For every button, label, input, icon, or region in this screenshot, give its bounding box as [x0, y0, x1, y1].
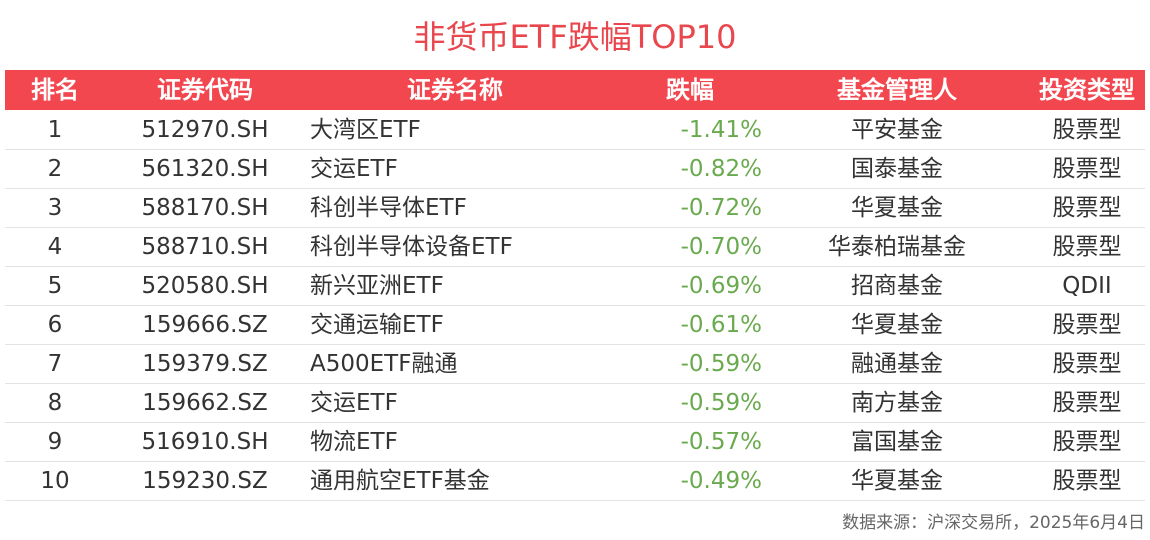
table-cell: 融通基金: [851, 351, 943, 377]
row-divider: [5, 422, 1145, 423]
table-cell: 物流ETF: [310, 429, 398, 455]
table-cell: -0.59%: [680, 351, 762, 377]
table-cell: -0.70%: [680, 234, 762, 260]
table-cell: -0.57%: [680, 429, 762, 455]
table-cell: 科创半导体设备ETF: [310, 234, 513, 260]
column-header: 排名: [31, 76, 79, 104]
table-cell: 9: [47, 429, 63, 455]
table-cell: -0.59%: [680, 390, 762, 416]
column-header: 证券代码: [157, 76, 253, 104]
table-cell: 新兴亚洲ETF: [310, 273, 444, 299]
row-divider: [5, 266, 1145, 267]
table-cell: 南方基金: [851, 390, 943, 416]
table-cell: 华泰柏瑞基金: [828, 234, 966, 260]
table-cell: -0.49%: [680, 468, 762, 494]
table-cell: 512970.SH: [141, 117, 269, 143]
table-cell: 588710.SH: [141, 234, 269, 260]
column-header: 基金管理人: [837, 76, 957, 104]
source-note: 数据来源：沪深交易所，2025年6月4日: [842, 513, 1145, 533]
table-cell: 520580.SH: [141, 273, 269, 299]
column-header: 跌幅: [666, 76, 714, 104]
table-cell: 1: [47, 117, 63, 143]
table-cell: 华夏基金: [851, 312, 943, 338]
table-cell: 4: [47, 234, 63, 260]
table-cell: 华夏基金: [851, 195, 943, 221]
table-cell: 股票型: [1052, 429, 1122, 455]
table-cell: 股票型: [1052, 156, 1122, 182]
row-divider: [5, 305, 1145, 306]
table-cell: 平安基金: [851, 117, 943, 143]
table-cell: -0.69%: [680, 273, 762, 299]
table-cell: 6: [47, 312, 63, 338]
row-divider: [5, 383, 1145, 384]
table-cell: 159662.SZ: [142, 390, 268, 416]
table-cell: 5: [47, 273, 63, 299]
table-cell: 通用航空ETF基金: [310, 468, 490, 494]
row-divider: [5, 149, 1145, 150]
table-cell: -0.61%: [680, 312, 762, 338]
table-cell: 股票型: [1052, 468, 1122, 494]
table-cell: 交运ETF: [310, 390, 398, 416]
table-cell: 10: [40, 468, 70, 494]
table-cell: 8: [47, 390, 63, 416]
table-cell: 国泰基金: [851, 156, 943, 182]
table-cell: 159230.SZ: [142, 468, 268, 494]
table-cell: QDII: [1062, 273, 1112, 299]
table-cell: 股票型: [1052, 351, 1122, 377]
table-cell: A500ETF融通: [310, 351, 458, 377]
table-cell: 交运ETF: [310, 156, 398, 182]
table-cell: 交通运输ETF: [310, 312, 444, 338]
column-header: 投资类型: [1039, 76, 1135, 104]
table-cell: 股票型: [1052, 390, 1122, 416]
table-cell: 516910.SH: [141, 429, 269, 455]
table-cell: -0.72%: [680, 195, 762, 221]
table-cell: -1.41%: [680, 117, 762, 143]
table-cell: 588170.SH: [141, 195, 269, 221]
row-divider: [5, 461, 1145, 462]
table-cell: 华夏基金: [851, 468, 943, 494]
table-cell: 7: [47, 351, 63, 377]
table-cell: 股票型: [1052, 195, 1122, 221]
row-divider: [5, 188, 1145, 189]
table-header: 排名 证券代码 证券名称 跌幅 基金管理人 投资类型: [5, 70, 1145, 110]
row-divider: [5, 500, 1145, 501]
table-cell: 3: [47, 195, 63, 221]
table-cell: 2: [47, 156, 63, 182]
table-cell: 科创半导体ETF: [310, 195, 467, 221]
table-cell: 股票型: [1052, 234, 1122, 260]
table-cell: 561320.SH: [141, 156, 269, 182]
table-cell: 招商基金: [851, 273, 943, 299]
table-cell: 富国基金: [851, 429, 943, 455]
row-divider: [5, 227, 1145, 228]
table-cell: 股票型: [1052, 117, 1122, 143]
table-cell: 股票型: [1052, 312, 1122, 338]
title: 非货币ETF跌幅TOP10: [413, 18, 737, 56]
table-cell: 大湾区ETF: [310, 117, 421, 143]
row-divider: [5, 344, 1145, 345]
column-header: 证券名称: [407, 76, 503, 104]
table-cell: 159666.SZ: [142, 312, 268, 338]
table-cell: 159379.SZ: [142, 351, 268, 377]
table-cell: -0.82%: [680, 156, 762, 182]
